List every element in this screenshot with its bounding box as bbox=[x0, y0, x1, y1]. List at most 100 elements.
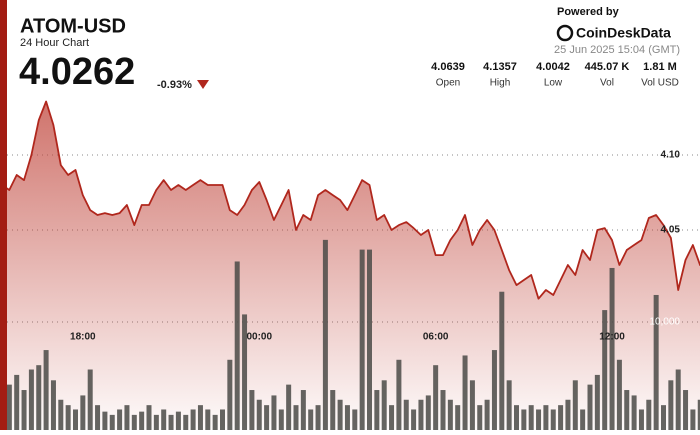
volume-bar bbox=[697, 399, 700, 430]
plot-area bbox=[7, 100, 700, 430]
y-tick-label: 4.05 bbox=[661, 225, 681, 236]
volume-bar bbox=[374, 390, 380, 430]
volume-bar bbox=[190, 409, 196, 430]
volume-bar bbox=[87, 369, 93, 430]
volume-bar bbox=[264, 405, 270, 430]
volume-bar bbox=[271, 395, 277, 430]
volume-bar bbox=[462, 355, 468, 430]
volume-bar bbox=[683, 390, 689, 430]
volume-bar bbox=[638, 409, 644, 430]
volume-bar bbox=[558, 405, 564, 430]
stat-value: 1.81 M bbox=[643, 61, 677, 73]
stat-value: 445.07 K bbox=[585, 61, 630, 73]
volume-bar bbox=[389, 405, 395, 430]
y-tick-label: 4.10 bbox=[661, 150, 681, 161]
volume-bar bbox=[234, 261, 240, 430]
volume-bar bbox=[58, 399, 64, 430]
volume-bar bbox=[381, 380, 387, 430]
stat-label: High bbox=[490, 78, 511, 89]
volume-bar bbox=[690, 409, 696, 430]
volume-bar bbox=[594, 374, 600, 430]
volume-bar bbox=[124, 405, 130, 430]
volume-bar bbox=[359, 249, 365, 430]
volume-bar bbox=[14, 374, 20, 430]
volume-bar bbox=[661, 405, 666, 430]
volume-bar bbox=[499, 291, 505, 430]
volume-bar bbox=[506, 380, 512, 430]
volume-bar bbox=[521, 409, 527, 430]
volume-bar bbox=[455, 405, 461, 430]
volume-bar bbox=[491, 350, 497, 430]
volume-bar bbox=[7, 384, 12, 430]
volume-bar bbox=[403, 399, 409, 430]
x-tick-label: 12:00 bbox=[599, 332, 625, 343]
y2-tick-label: 10,000 bbox=[649, 317, 680, 328]
volume-bar bbox=[337, 399, 343, 430]
stat-value: 4.0639 bbox=[431, 61, 465, 73]
volume-bar bbox=[131, 414, 137, 430]
volume-bar bbox=[43, 350, 49, 430]
volume-bar bbox=[168, 414, 174, 430]
volume-bar bbox=[109, 414, 115, 430]
change: -0.93% bbox=[157, 79, 192, 91]
volume-bar bbox=[220, 409, 225, 430]
volume-bar bbox=[536, 409, 542, 430]
volume-bar bbox=[249, 390, 255, 430]
volume-bar bbox=[161, 409, 167, 430]
volume-bar bbox=[396, 359, 402, 430]
volume-bar bbox=[286, 384, 292, 430]
volume-bar bbox=[646, 399, 652, 430]
volume-bar bbox=[411, 409, 417, 430]
volume-bar bbox=[543, 405, 549, 430]
volume-bar bbox=[418, 399, 424, 430]
subtitle: 24 Hour Chart bbox=[20, 37, 89, 49]
price-line bbox=[7, 100, 700, 300]
volume-bar bbox=[293, 405, 299, 430]
volume-bar bbox=[653, 294, 659, 430]
volume-bar bbox=[278, 409, 284, 430]
powered-by: Powered by bbox=[557, 6, 620, 18]
volume-bar bbox=[139, 411, 145, 430]
volume-bar bbox=[197, 405, 203, 430]
timestamp: 25 Jun 2025 15:04 (GMT) bbox=[554, 44, 680, 56]
volume-bar bbox=[668, 380, 674, 430]
x-tick-label: 00:00 bbox=[246, 332, 272, 343]
volume-bar bbox=[344, 405, 350, 430]
volume-bar bbox=[80, 395, 86, 430]
volume-bar bbox=[28, 369, 34, 430]
volume-bar bbox=[580, 409, 586, 430]
volume-bar bbox=[21, 390, 27, 430]
x-tick-label: 06:00 bbox=[423, 332, 449, 343]
volume-bar bbox=[616, 359, 622, 430]
volume-bar bbox=[477, 405, 483, 430]
volume-bar bbox=[117, 409, 123, 430]
volume-bar bbox=[565, 399, 571, 430]
brand: CoinDeskData bbox=[576, 25, 671, 41]
stat-label: Vol USD bbox=[641, 78, 679, 89]
stat-value: 4.0042 bbox=[536, 61, 570, 73]
volume-bar bbox=[212, 414, 218, 430]
volume-bar bbox=[73, 409, 78, 430]
volume-bar bbox=[440, 390, 446, 430]
volume-bar bbox=[484, 399, 490, 430]
area-layer bbox=[7, 101, 700, 430]
volume-bar bbox=[447, 399, 453, 430]
volume-bar bbox=[242, 314, 248, 430]
title: ATOM-USD bbox=[20, 15, 126, 37]
volume-bar bbox=[550, 409, 556, 430]
logo-icon bbox=[556, 24, 574, 42]
volume-bar bbox=[256, 399, 262, 430]
volume-bar bbox=[36, 365, 42, 430]
line-layer bbox=[7, 100, 700, 300]
volume-bar bbox=[65, 405, 71, 430]
volume-bar bbox=[315, 405, 321, 430]
volume-bar bbox=[609, 267, 615, 430]
volume-bar bbox=[572, 380, 578, 430]
volume-bar bbox=[205, 409, 211, 430]
volume-bar bbox=[95, 405, 101, 430]
price: 4.0262 bbox=[19, 51, 135, 93]
volume-bar bbox=[50, 380, 56, 430]
volume-bar bbox=[146, 405, 152, 430]
volume-bar bbox=[433, 365, 439, 430]
stats: 4.0639 Open 4.1357 High 4.0042 Low 445.07 K Vol… bbox=[431, 61, 679, 89]
